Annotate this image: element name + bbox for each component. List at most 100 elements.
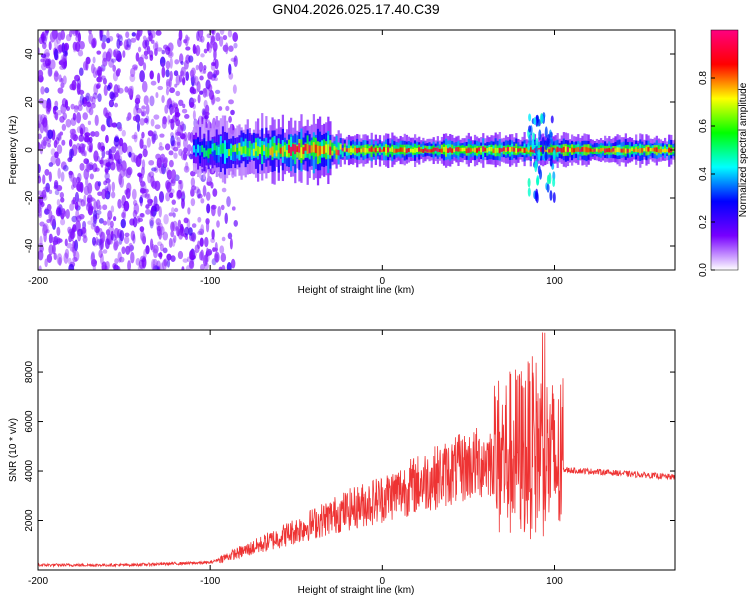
spectrogram-band-cell <box>228 140 231 157</box>
spectrogram-noise-cell <box>150 208 154 217</box>
spectrogram-noise-cell <box>111 122 118 128</box>
spectrogram-noise-cell <box>189 259 194 269</box>
spectrogram-noise-cell <box>187 207 191 215</box>
spectrogram-band-cell <box>345 148 349 152</box>
spectrogram-spike-cell <box>546 174 550 185</box>
spectrogram-noise-cell <box>96 50 102 55</box>
spectrogram-band-cell <box>641 148 644 153</box>
spectrogram-noise-cell <box>226 261 232 270</box>
spectrogram-noise-cell <box>158 206 162 218</box>
spectrogram-noise-cell <box>88 136 93 143</box>
spectrogram-noise-cell <box>43 230 47 243</box>
spectrogram-band-cell <box>240 137 243 156</box>
spectrogram-noise-cell <box>216 220 220 228</box>
spectrogram-noise-cell <box>93 198 97 211</box>
spectrogram-noise-cell <box>74 191 80 204</box>
spectrogram-band-cell <box>434 147 437 151</box>
spectrogram-noise-cell <box>54 151 59 159</box>
spectrogram-noise-cell <box>161 119 167 129</box>
spectrogram-noise-cell <box>38 133 42 140</box>
spectrogram-noise-cell <box>145 104 150 115</box>
spectrogram-noise-cell <box>38 265 42 270</box>
spectrogram-noise-cell <box>86 101 92 108</box>
spectrogram-noise-cell <box>71 79 77 91</box>
spectrogram-band-cell <box>494 147 497 154</box>
spectrogram-band-cell <box>219 144 223 154</box>
spectrogram-band-cell <box>558 147 561 152</box>
spectrogram-noise-cell <box>96 155 101 163</box>
spectrogram-noise-cell <box>149 54 154 61</box>
spectrogram-noise-cell <box>137 172 143 177</box>
spectrogram-noise-cell <box>210 34 216 46</box>
spectrogram-noise-cell <box>95 236 99 246</box>
spectrogram-spike-cell <box>534 191 538 202</box>
spectrogram-noise-cell <box>58 206 62 217</box>
spectrogram-band-cell <box>622 148 625 153</box>
spectrogram-noise-cell <box>86 164 90 172</box>
spectrogram-band-cell <box>331 142 334 154</box>
spectrogram-band-cell <box>478 147 481 152</box>
spectrogram-noise-cell <box>113 84 119 96</box>
spectrogram-noise-cell <box>76 181 83 193</box>
spectrogram-noise-cell <box>196 80 201 93</box>
spectrogram-noise-cell <box>40 62 47 71</box>
spectrogram-noise-cell <box>117 35 123 43</box>
spectrogram-noise-cell <box>121 246 126 255</box>
spectrogram-noise-cell <box>48 41 52 51</box>
spectrogram-band-cell <box>347 148 351 153</box>
spectrogram-noise-cell <box>85 95 90 102</box>
spectrogram-noise-cell <box>157 85 164 91</box>
spectrogram-noise-cell <box>195 44 201 57</box>
spectrogram-noise-cell <box>141 131 145 139</box>
spectrogram-band-cell <box>256 146 260 156</box>
spectrogram-noise-cell <box>48 66 53 77</box>
spectrogram-noise-cell <box>87 120 92 126</box>
spectrogram-noise-cell <box>110 233 117 241</box>
spectrogram-band-cell <box>372 148 375 152</box>
spectrogram-noise-cell <box>38 213 43 219</box>
spectrogram-noise-cell <box>166 181 172 193</box>
spectrogram-noise-cell <box>170 131 174 138</box>
spectrogram-noise-cell <box>127 260 132 270</box>
spectrogram-noise-cell <box>201 108 206 116</box>
spectrogram-band-cell <box>428 149 431 153</box>
spectrogram-noise-cell <box>147 30 152 37</box>
spectrogram-noise-cell <box>131 32 136 37</box>
spectrogram-noise-cell <box>165 87 170 96</box>
spectrogram-noise-cell <box>181 108 188 114</box>
spectrogram-band-cell <box>624 148 627 154</box>
colorbar-tick-label: 0.8 <box>698 71 709 85</box>
spectrogram-marks <box>38 30 675 270</box>
spectrogram-noise-cell <box>61 139 66 146</box>
spectrogram-noise-cell <box>138 56 144 67</box>
spectrogram-noise-cell <box>206 41 210 52</box>
spectrogram-band-cell <box>531 149 534 153</box>
spectrogram-noise-cell <box>108 148 112 160</box>
spectrogram-noise-cell <box>74 202 79 210</box>
spectrogram-spike-cell <box>527 187 531 197</box>
spectrogram-noise-cell <box>89 141 93 153</box>
spectrogram-noise-cell <box>224 42 229 55</box>
spectrogram-band-cell <box>626 148 630 153</box>
spectrogram-band-cell <box>591 149 594 153</box>
spectrogram-noise-cell <box>81 226 87 234</box>
spectrogram-noise-cell <box>63 252 69 264</box>
spectrogram-band-cell <box>571 147 574 153</box>
spectrogram-noise-cell <box>126 38 132 48</box>
spectrogram-noise-cell <box>38 123 41 128</box>
spectrogram-noise-cell <box>104 187 109 195</box>
spectrogram-band-cell <box>349 147 353 152</box>
spectrogram-noise-cell <box>192 110 196 121</box>
spectrogram-noise-cell <box>165 81 171 89</box>
spectrogram-band-cell <box>197 144 200 153</box>
spectrogram-noise-cell <box>135 52 140 62</box>
spectrogram-noise-cell <box>182 258 189 263</box>
spectrogram-noise-cell <box>61 208 66 216</box>
spectrogram-spike-cell <box>534 146 538 155</box>
spectrogram-noise-cell <box>46 203 52 212</box>
spectrogram-band-cell <box>459 147 462 152</box>
snr-frame <box>37 329 676 571</box>
spectrogram-noise-cell <box>212 73 217 79</box>
spectrogram-noise-cell <box>99 30 103 42</box>
spectrogram-noise-cell <box>40 53 47 58</box>
